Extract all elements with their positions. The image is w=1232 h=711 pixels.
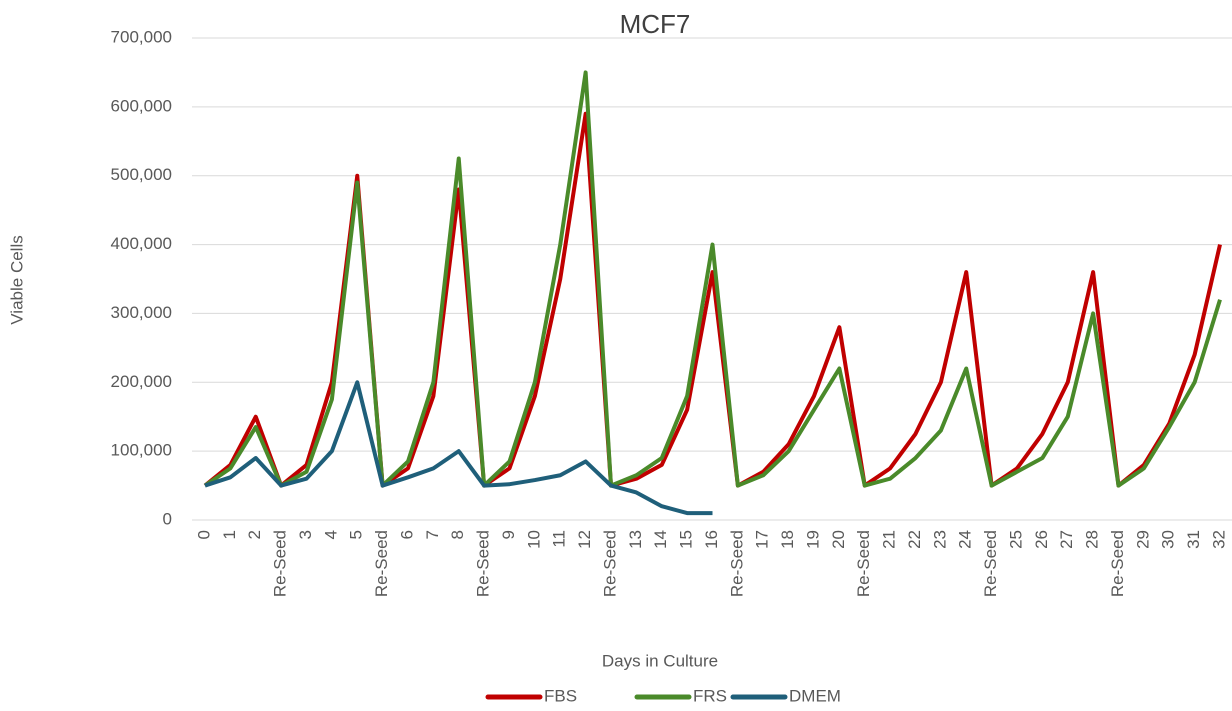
x-tick-label: 26 <box>1032 530 1051 549</box>
x-tick-label: 27 <box>1057 530 1076 549</box>
x-tick-label: 14 <box>651 530 670 549</box>
legend-label: DMEM <box>789 686 841 705</box>
x-tick-label: 1 <box>220 530 239 539</box>
y-axis-title: Viable Cells <box>7 235 26 324</box>
x-axis-title: Days in Culture <box>602 651 718 670</box>
x-tick-label: 3 <box>296 530 315 539</box>
x-tick-label: 21 <box>880 530 899 549</box>
y-tick-label: 500,000 <box>111 165 172 184</box>
chart-title: MCF7 <box>620 9 691 39</box>
y-tick-label: 0 <box>163 509 172 528</box>
x-tick-label: 5 <box>347 530 366 539</box>
x-tick-label: 2 <box>245 530 264 539</box>
x-tick-label: 28 <box>1083 530 1102 549</box>
x-tick-label: 19 <box>803 530 822 549</box>
x-tick-label: 32 <box>1209 530 1228 549</box>
x-tick-label: Re-Seed <box>600 530 619 597</box>
x-tick-label: 12 <box>575 530 594 549</box>
legend-label: FBS <box>544 686 577 705</box>
series-line <box>203 70 1222 488</box>
x-tick-label: Re-Seed <box>1108 530 1127 597</box>
x-tick-label: 13 <box>626 530 645 549</box>
y-tick-label: 200,000 <box>111 372 172 391</box>
x-tick-label: 10 <box>524 530 543 549</box>
y-tick-label: 400,000 <box>111 234 172 253</box>
legend-label: FRS <box>693 686 727 705</box>
x-tick-label: 29 <box>1133 530 1152 549</box>
x-tick-label: 4 <box>321 530 340 539</box>
series-line <box>204 380 713 516</box>
x-tick-label: 11 <box>550 530 569 548</box>
y-tick-label: 600,000 <box>111 96 172 115</box>
x-tick-label: 18 <box>778 530 797 549</box>
x-tick-label: Re-Seed <box>981 530 1000 597</box>
x-tick-label: Re-Seed <box>854 530 873 597</box>
x-tick-label: 20 <box>829 530 848 549</box>
y-tick-label: 300,000 <box>111 303 172 322</box>
x-tick-label: 8 <box>448 530 467 539</box>
x-tick-label: Re-Seed <box>474 530 493 597</box>
x-tick-label: 15 <box>677 530 696 549</box>
y-tick-label: 700,000 <box>111 27 172 46</box>
series-line <box>203 111 1222 488</box>
x-tick-label: 7 <box>423 530 442 539</box>
x-tick-label: 16 <box>702 530 721 549</box>
x-tick-label: 30 <box>1159 530 1178 549</box>
x-tick-label: 22 <box>905 530 924 549</box>
y-tick-label: 100,000 <box>111 441 172 460</box>
x-tick-label: 0 <box>194 530 213 539</box>
x-tick-label: 9 <box>499 530 518 539</box>
x-tick-label: 31 <box>1184 530 1203 549</box>
x-tick-label: 6 <box>397 530 416 539</box>
x-tick-label: Re-Seed <box>372 530 391 597</box>
x-tick-label: Re-Seed <box>727 530 746 597</box>
x-tick-label: 23 <box>930 530 949 549</box>
x-tick-label: 25 <box>1006 530 1025 549</box>
x-tick-label: 24 <box>956 530 975 549</box>
x-tick-label: Re-Seed <box>271 530 290 597</box>
x-tick-label: 17 <box>753 530 772 549</box>
